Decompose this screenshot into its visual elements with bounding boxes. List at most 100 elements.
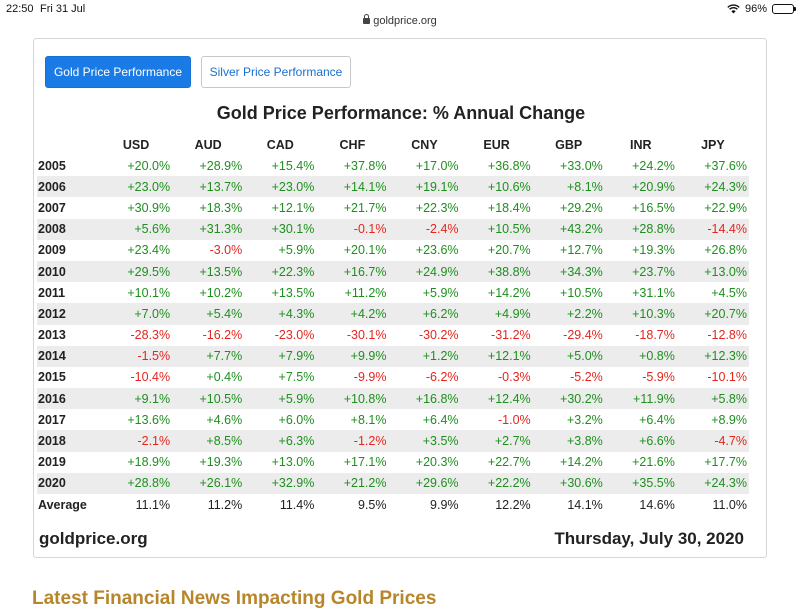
cell-gbp: +30.2%	[532, 388, 605, 410]
average-cny: 9.9%	[430, 497, 459, 512]
status-icons: 96%	[727, 3, 796, 15]
cell-cad: +22.3%	[244, 260, 317, 283]
header-aud: AUD	[194, 138, 222, 152]
cell-aud: +13.5%	[172, 260, 245, 283]
average-label: Average	[38, 497, 87, 512]
cell-chf: +17.1%	[343, 455, 387, 470]
cell-chf: +21.2%	[316, 472, 389, 494]
cell-usd: +9.1%	[100, 388, 173, 410]
table-row: 2009 +23.4% -3.0% +5.9% +20.1% +23.6% +20.7% +1…	[37, 240, 749, 261]
cell-jpy: -4.7%	[676, 430, 749, 452]
cell-aud: +19.3%	[199, 455, 243, 470]
cell-eur: +22.7%	[487, 455, 531, 470]
cell-cad: +30.1%	[244, 218, 317, 240]
table-row: 2013 -28.3% -16.2% -23.0% -30.1% -30.2% -31.2%…	[37, 325, 749, 346]
cell-jpy: +22.9%	[704, 200, 747, 215]
cell-chf: +21.7%	[343, 200, 387, 215]
cell-gbp: +14.2%	[560, 455, 603, 470]
cell-eur: -31.2%	[491, 328, 531, 343]
wifi-icon	[727, 4, 740, 14]
battery-icon	[772, 4, 796, 14]
cell-usd: +5.6%	[100, 218, 173, 240]
cell-cny: +20.3%	[415, 455, 459, 470]
cell-chf: +4.2%	[316, 303, 389, 325]
cell-cad: -23.0%	[274, 328, 315, 343]
cell-usd: +20.0%	[127, 158, 171, 173]
header-cny: CNY	[411, 138, 438, 152]
cell-jpy: +26.8%	[704, 243, 747, 258]
row-year: 2010	[37, 260, 100, 283]
cell-gbp: +12.7%	[560, 243, 603, 258]
news-heading[interactable]: Latest Financial News Impacting Gold Pri…	[32, 588, 437, 609]
cell-aud: +5.4%	[172, 303, 245, 325]
table-row: 2006 +23.0% +13.7% +23.0% +14.1% +19.1% +10.6%…	[37, 176, 749, 198]
row-year: 2009	[38, 243, 66, 258]
row-year: 2005	[38, 158, 66, 173]
address-bar[interactable]: goldprice.org	[0, 14, 800, 27]
cell-chf: -9.9%	[353, 370, 387, 385]
cell-jpy: +12.3%	[676, 345, 749, 367]
table-row: 2016 +9.1% +10.5% +5.9% +10.8% +16.8% +12.4% +3…	[37, 388, 749, 410]
cell-cad: +7.9%	[244, 345, 317, 367]
cell-cny: +1.2%	[388, 345, 461, 367]
cell-aud: +31.3%	[172, 218, 245, 240]
cell-usd: -2.1%	[100, 430, 173, 452]
clock: 22:50	[6, 3, 34, 15]
site-name: goldprice.org	[39, 529, 148, 548]
cell-cny: +22.3%	[415, 200, 459, 215]
cell-cad: +5.9%	[244, 388, 317, 410]
cell-usd: +18.9%	[127, 455, 171, 470]
row-year: 2012	[37, 303, 100, 325]
cell-chf: -0.1%	[316, 218, 389, 240]
average-row: Average 11.1% 11.2% 11.4% 9.5% 9.9% 12.2% 14.1%…	[37, 494, 749, 515]
header-eur: EUR	[483, 138, 510, 152]
average-eur: 12.2%	[495, 497, 531, 512]
cell-cny: +29.6%	[388, 472, 461, 494]
cell-jpy: -10.1%	[707, 370, 747, 385]
header-usd: USD	[122, 138, 150, 152]
cell-cny: -6.2%	[425, 370, 459, 385]
row-year: 2013	[38, 328, 66, 343]
row-year: 2017	[38, 412, 66, 427]
cell-inr: -5.9%	[642, 370, 675, 385]
table-row: 2014 -1.5% +7.7% +7.9% +9.9% +1.2% +12.1% +5.0%…	[37, 345, 749, 367]
cell-inr: -18.7%	[635, 328, 675, 343]
silver-performance-tab[interactable]: Silver Price Performance	[201, 56, 351, 88]
cell-jpy: +17.7%	[704, 455, 747, 470]
cell-aud: +4.6%	[206, 412, 243, 427]
battery-percent: 96%	[744, 3, 767, 15]
status-bar: 22:50 Fri 31 Jul 96% goldprice.org	[0, 0, 800, 34]
cell-jpy: +24.3%	[676, 176, 749, 198]
header-jpy: JPY	[701, 138, 725, 152]
cell-chf: +16.7%	[316, 260, 389, 283]
cell-eur: +12.4%	[460, 388, 533, 410]
cell-chf: +10.8%	[316, 388, 389, 410]
cell-chf: +11.2%	[344, 285, 387, 300]
average-aud: 11.2%	[207, 497, 243, 512]
cell-gbp: +3.8%	[532, 430, 605, 452]
cell-gbp: +8.1%	[532, 176, 605, 198]
performance-card: Gold Price Performance Silver Price Perf…	[33, 38, 767, 558]
cell-eur: +38.8%	[460, 260, 533, 283]
cell-gbp: +5.0%	[532, 345, 605, 367]
cell-eur: +22.2%	[460, 472, 533, 494]
gold-performance-tab[interactable]: Gold Price Performance	[45, 56, 191, 88]
cell-cny: +3.5%	[388, 430, 461, 452]
cell-usd: +7.0%	[100, 303, 173, 325]
cell-gbp: -29.4%	[563, 328, 603, 343]
average-cad: 11.4%	[279, 497, 315, 512]
table-row: 2020 +28.8% +26.1% +32.9% +21.2% +29.6% +22.2%…	[37, 472, 749, 494]
cell-jpy: +37.6%	[704, 158, 747, 173]
cell-jpy: +24.3%	[676, 472, 749, 494]
cell-eur: +14.2%	[487, 285, 531, 300]
cell-jpy: +4.5%	[711, 285, 747, 300]
cell-inr: +0.8%	[604, 345, 677, 367]
cell-cad: +15.4%	[271, 158, 315, 173]
cell-usd: +23.0%	[100, 176, 173, 198]
cell-cny: +5.9%	[422, 285, 459, 300]
cell-eur: +36.8%	[487, 158, 531, 173]
table-date: Thursday, July 30, 2020	[554, 529, 744, 548]
row-year: 2006	[37, 176, 100, 198]
cell-jpy: +13.0%	[676, 260, 749, 283]
cell-aud: +10.2%	[199, 285, 243, 300]
